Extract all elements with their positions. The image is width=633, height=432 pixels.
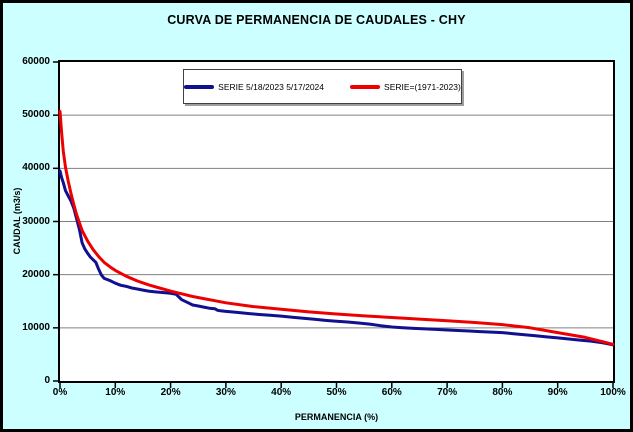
plot-svg bbox=[53, 61, 615, 388]
series-line-0 bbox=[58, 169, 615, 347]
x-tick-label: 60% bbox=[381, 387, 402, 398]
legend: SERIE 5/18/2023 5/17/2024 SERIE=(1971-20… bbox=[183, 69, 462, 104]
y-tick-label: 30000 bbox=[22, 215, 50, 227]
x-tick-label: 20% bbox=[160, 387, 181, 398]
y-tick-label: 10000 bbox=[22, 321, 50, 333]
y-tick-label: 60000 bbox=[22, 56, 50, 67]
legend-item: SERIE=(1971-2023) bbox=[350, 82, 461, 92]
plot-area bbox=[53, 60, 615, 388]
x-tick-label: 30% bbox=[215, 387, 236, 398]
y-tick-label: 0 bbox=[44, 375, 50, 386]
x-axis-title: PERMANENCIA (%) bbox=[294, 412, 379, 422]
x-tick-label: 10% bbox=[105, 387, 126, 398]
x-tick-label: 80% bbox=[492, 387, 513, 398]
legend-line-sample-red bbox=[350, 84, 381, 89]
x-axis-labels: 0% 10% 20% 30% 40% 50% 60% 70% 80% 90% 100% bbox=[53, 387, 626, 401]
legend-line-sample-blue bbox=[184, 84, 215, 89]
x-tick-label: 90% bbox=[547, 387, 568, 398]
y-tick-label: 50000 bbox=[22, 109, 50, 121]
y-axis-labels: 0 10000 20000 30000 40000 50000 60000 bbox=[3, 3, 54, 429]
x-tick-label: 70% bbox=[437, 387, 458, 398]
chart-title: CURVA DE PERMANENCIA DE CAUDALES - CHY bbox=[167, 13, 466, 27]
legend-item: SERIE 5/18/2023 5/17/2024 bbox=[184, 82, 324, 92]
x-tick-label: 100% bbox=[600, 387, 626, 398]
x-tick-label: 50% bbox=[326, 387, 347, 398]
legend-item-label: SERIE=(1971-2023) bbox=[384, 81, 461, 92]
y-tick-label: 20000 bbox=[22, 268, 50, 280]
x-tick-label: 40% bbox=[271, 387, 292, 398]
y-tick-label: 40000 bbox=[22, 162, 50, 174]
x-tick-label: 0% bbox=[52, 387, 68, 398]
legend-item-label: SERIE 5/18/2023 5/17/2024 bbox=[218, 81, 325, 92]
series-line-1 bbox=[58, 109, 615, 346]
